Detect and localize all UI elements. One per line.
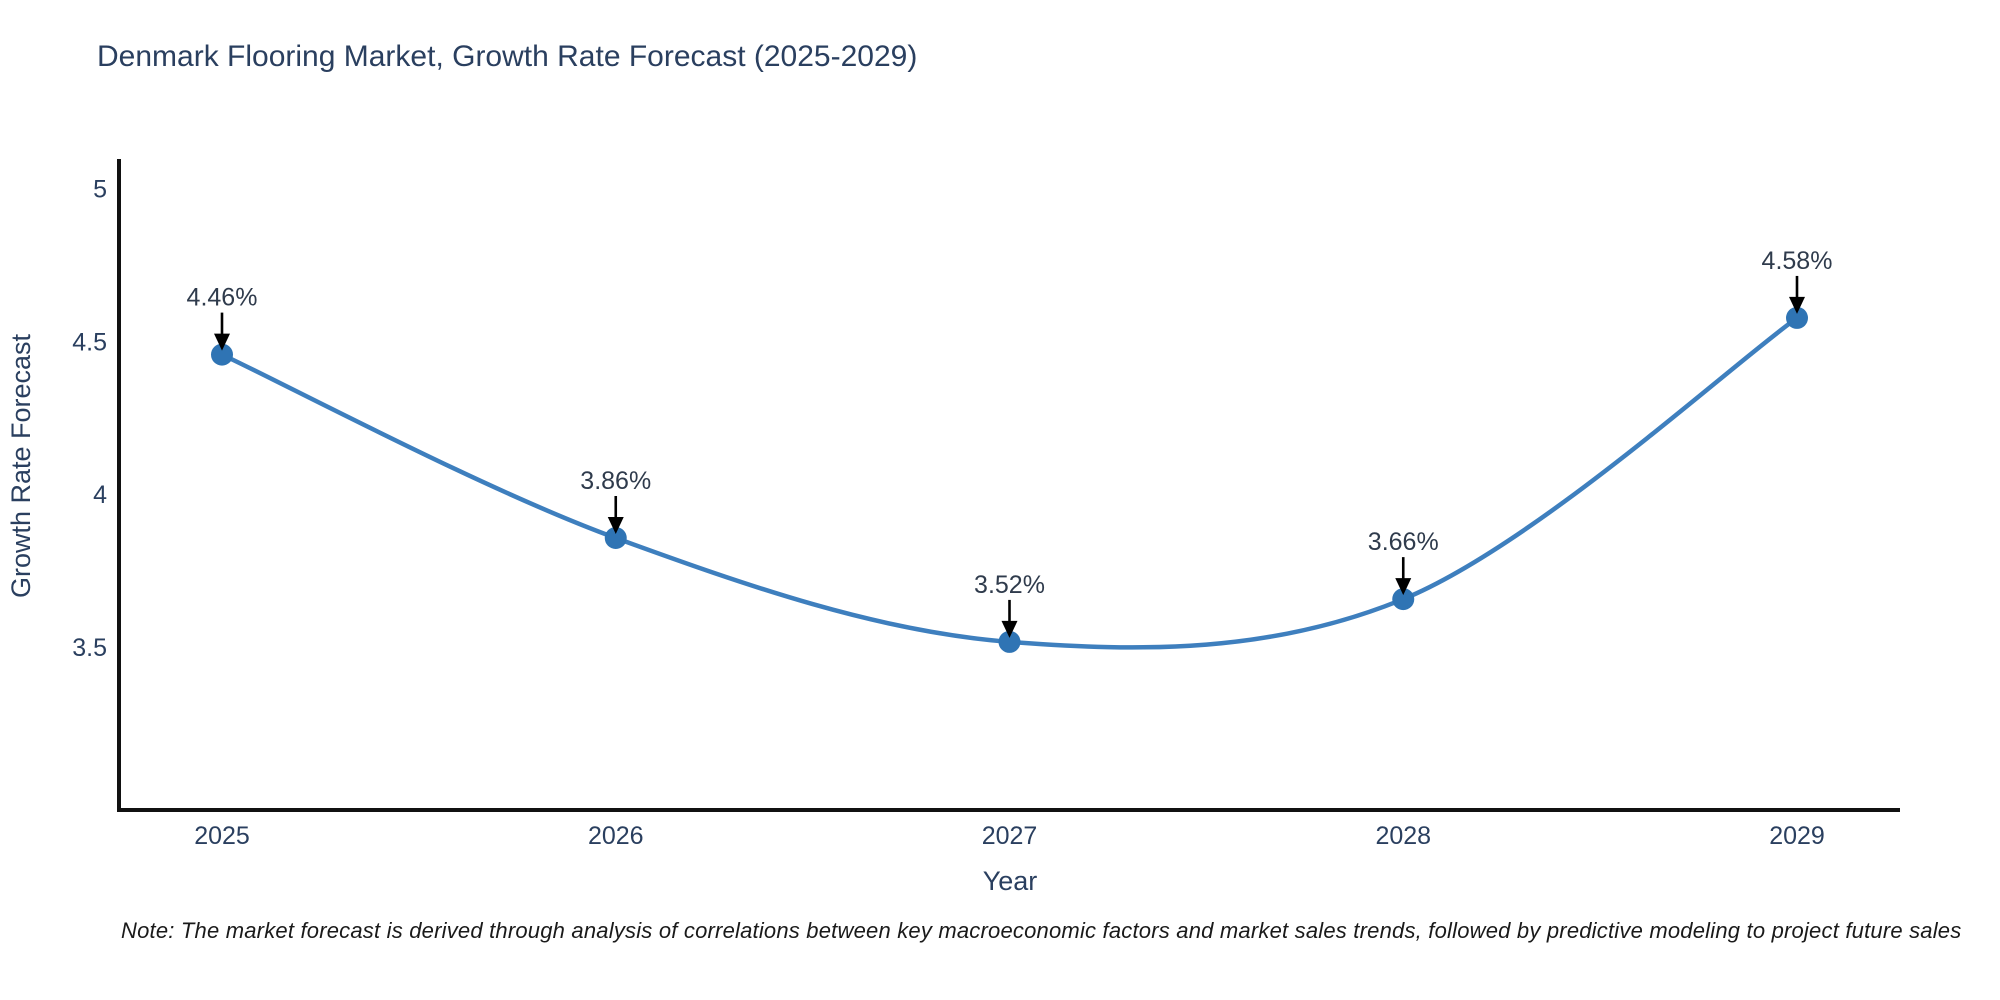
x-tick-label: 2028 — [1375, 822, 1431, 850]
y-axis-title: Growth Rate Forecast — [6, 333, 36, 598]
data-point-group — [211, 306, 1808, 653]
annotation-arrowhead — [214, 333, 230, 351]
point-annotation-2029: 4.58% — [1762, 247, 1833, 314]
point-annotations-group: 4.46% 3.86% 3.52% 3.66% 4.58% — [187, 247, 1833, 638]
x-tick-label: 2027 — [982, 822, 1038, 850]
x-tick-label: 2025 — [194, 822, 250, 850]
annotation-arrowhead — [1789, 296, 1805, 314]
data-point-2027[interactable] — [998, 630, 1021, 653]
annotation-arrowhead — [1001, 620, 1018, 638]
point-annotation-label: 3.52% — [974, 571, 1045, 599]
point-annotation-label: 4.46% — [187, 284, 258, 312]
data-point-2026[interactable] — [604, 526, 627, 549]
y-axis-tick-labels: 5 4.5 4 3.5 — [72, 176, 107, 662]
y-tick-label: 4 — [93, 481, 107, 509]
data-point-2028[interactable] — [1392, 588, 1415, 611]
x-axis-tick-labels: 2025 2026 2027 2028 2029 — [194, 822, 1825, 850]
point-annotation-2027: 3.52% — [974, 571, 1045, 638]
point-annotation-label: 4.58% — [1762, 247, 1833, 275]
y-tick-label: 5 — [93, 176, 107, 204]
y-tick-label: 3.5 — [72, 634, 107, 662]
x-tick-label: 2029 — [1769, 822, 1825, 850]
x-axis-title: Year — [983, 866, 1038, 896]
point-annotation-label: 3.86% — [580, 467, 651, 495]
data-point-2025[interactable] — [211, 343, 233, 366]
data-point-2029[interactable] — [1786, 306, 1808, 329]
note-text: Note: The market forecast is derived thr… — [121, 918, 1962, 943]
chart-title: Denmark Flooring Market, Growth Rate For… — [97, 40, 917, 73]
point-annotation-2028: 3.66% — [1368, 528, 1439, 596]
point-annotation-label: 3.66% — [1368, 528, 1439, 556]
point-annotation-2025: 4.46% — [187, 284, 258, 351]
y-tick-label: 4.5 — [72, 328, 107, 356]
plot-area[interactable] — [119, 159, 1900, 810]
point-annotation-2026: 3.86% — [580, 467, 651, 534]
annotation-arrowhead — [1395, 578, 1412, 596]
annotation-arrowhead — [607, 516, 624, 534]
x-tick-label: 2026 — [588, 822, 644, 850]
